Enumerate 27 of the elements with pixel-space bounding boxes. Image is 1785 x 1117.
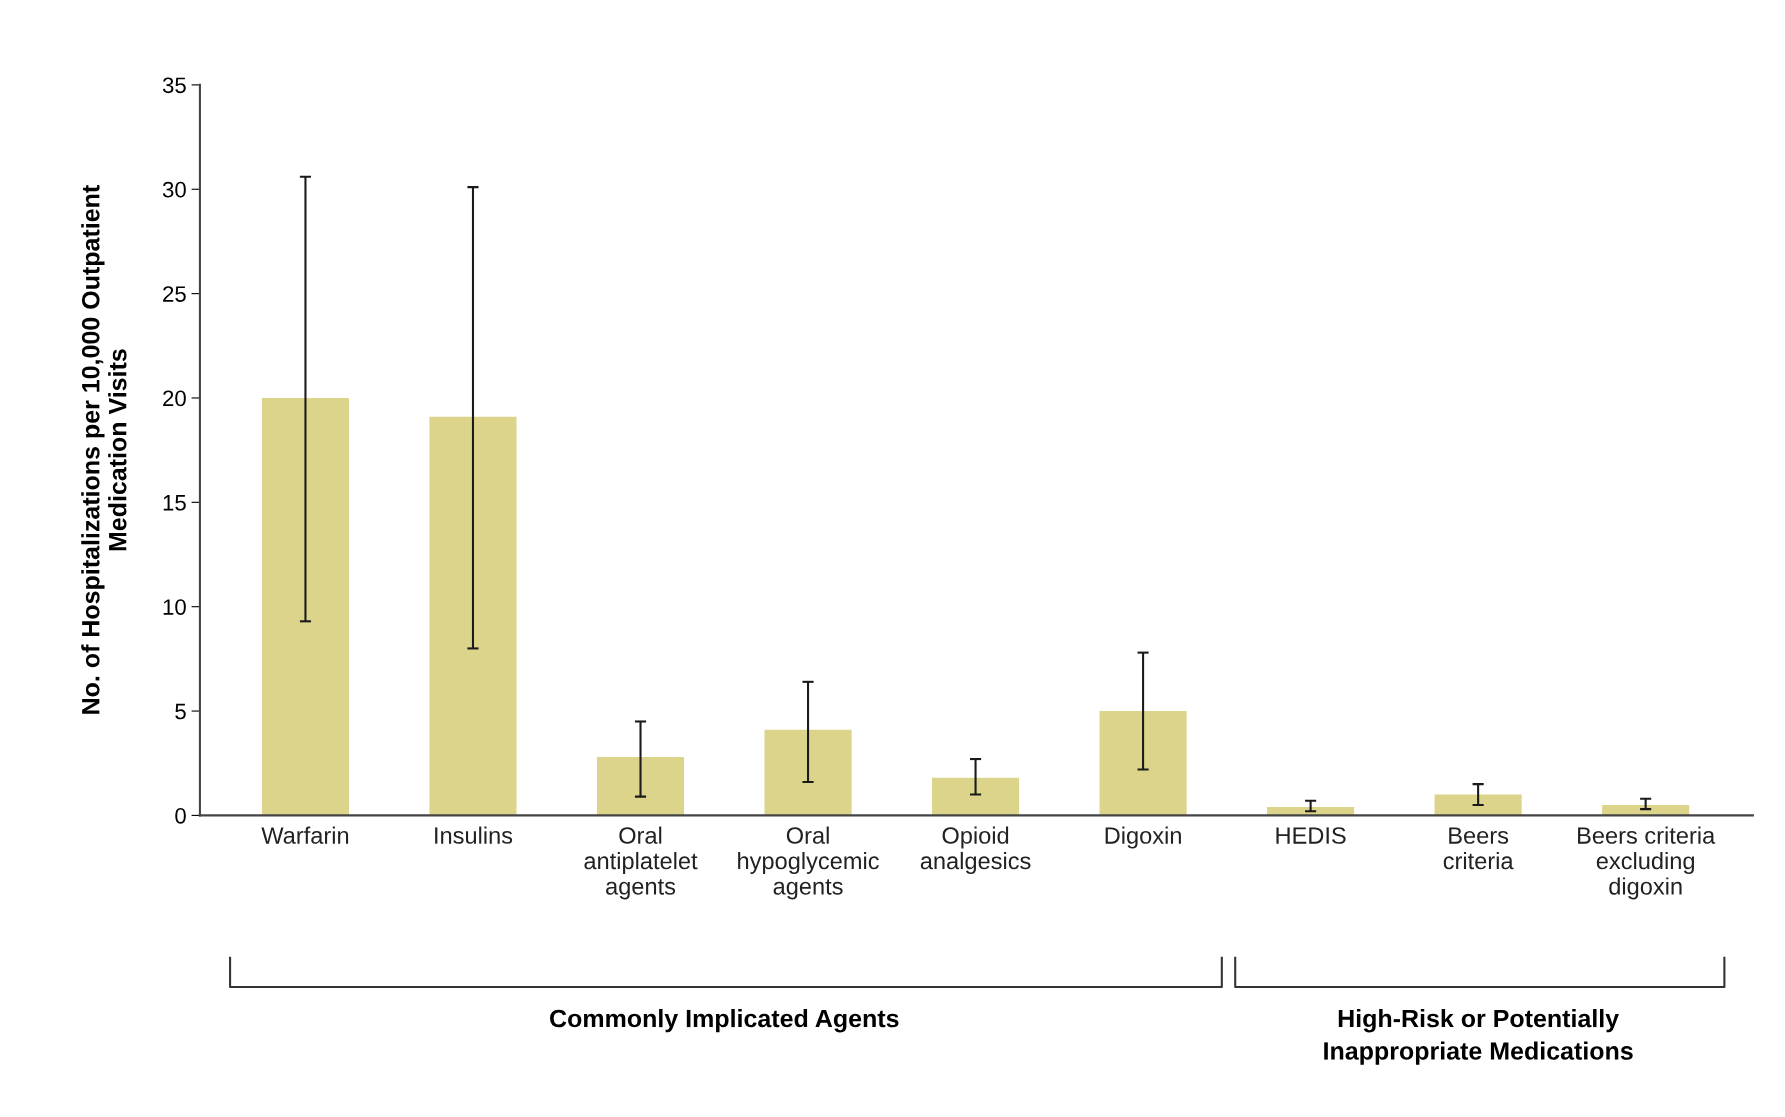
y-tick-label: 20: [163, 390, 186, 407]
y-tick-label: 15: [163, 495, 186, 511]
y-axis-title: No. of Hospitalizations per 10,000 Outpatient Medication Visits: [81, 185, 127, 714]
y-tick-label: 30: [162, 181, 186, 198]
x-tick-label: Opioid analgesics: [920, 826, 1031, 874]
y-tick-label: 10: [163, 599, 186, 615]
bar: [1434, 794, 1522, 816]
y-tick-label: 0: [175, 807, 186, 824]
x-tick-label: HEDIS: [1276, 827, 1346, 844]
bar: [1099, 711, 1187, 816]
y-tick-label: 5: [175, 703, 186, 720]
bar: [764, 729, 852, 816]
x-tick-label: Insulins: [435, 826, 513, 844]
x-tick-label: Digoxin: [1105, 826, 1181, 849]
bar: [932, 777, 1020, 816]
x-tick-label: Beers criteria: [1443, 827, 1514, 870]
x-tick-label: Warfarin: [261, 826, 349, 844]
text: Commonly Implicated Agents: [550, 1009, 899, 1033]
bar: [596, 756, 685, 816]
x-tick-label: Oral hypoglycemic agents: [738, 826, 879, 900]
text: High-Risk or Potentially Inappropriate Medications: [1324, 1009, 1633, 1065]
y-tick-label: 25: [163, 286, 186, 302]
bar: [429, 416, 517, 816]
bar: [261, 397, 350, 816]
y-tick-label: 35: [162, 77, 186, 94]
x-tick-label: Beers criteria excluding digoxin: [1578, 826, 1716, 900]
x-tick-label: Oral antiplatelet agents: [584, 826, 698, 900]
